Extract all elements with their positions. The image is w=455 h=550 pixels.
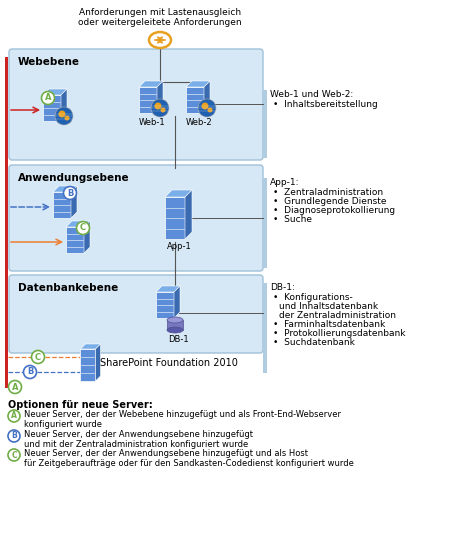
Circle shape xyxy=(64,116,69,120)
Circle shape xyxy=(76,222,89,234)
Text: Web-2: Web-2 xyxy=(185,118,212,127)
Text: B: B xyxy=(11,432,17,441)
Text: Webebene: Webebene xyxy=(18,57,80,67)
Text: und Inhaltsdatenbank: und Inhaltsdatenbank xyxy=(278,302,377,311)
Text: Web-1: Web-1 xyxy=(138,118,165,127)
Circle shape xyxy=(41,91,55,104)
Bar xyxy=(167,320,182,330)
Text: B: B xyxy=(27,367,33,377)
Text: A: A xyxy=(11,411,17,421)
FancyBboxPatch shape xyxy=(9,49,263,160)
Ellipse shape xyxy=(149,32,171,48)
Bar xyxy=(263,283,267,373)
Text: •  Grundlegende Dienste: • Grundlegende Dienste xyxy=(273,197,386,206)
Polygon shape xyxy=(174,286,180,318)
Text: Datenbankebene: Datenbankebene xyxy=(18,283,118,293)
Circle shape xyxy=(8,449,20,461)
Circle shape xyxy=(63,186,76,200)
FancyBboxPatch shape xyxy=(9,275,263,353)
Circle shape xyxy=(55,107,73,125)
Circle shape xyxy=(207,107,212,113)
Polygon shape xyxy=(81,344,100,349)
Bar xyxy=(81,349,95,381)
Text: App-1:: App-1: xyxy=(269,178,299,187)
Circle shape xyxy=(8,410,20,422)
Text: Anforderungen mit Lastenausgleich
oder weitergeleitete Anforderungen: Anforderungen mit Lastenausgleich oder w… xyxy=(78,8,241,28)
Polygon shape xyxy=(84,221,90,253)
Bar xyxy=(5,378,9,388)
Bar xyxy=(5,57,9,380)
Text: •  Suchdatenbank: • Suchdatenbank xyxy=(273,338,354,347)
Text: Neuer Server, der der Webebene hinzugefügt und als Front-End-Webserver
konfiguri: Neuer Server, der der Webebene hinzugefü… xyxy=(24,410,340,430)
Text: •  Farminhaltsdatenbank: • Farminhaltsdatenbank xyxy=(273,320,384,329)
Text: Anwendungsebene: Anwendungsebene xyxy=(18,173,129,183)
Bar xyxy=(43,95,61,121)
Polygon shape xyxy=(53,186,77,192)
Text: •  Zentraladministration: • Zentraladministration xyxy=(273,188,382,197)
Polygon shape xyxy=(157,81,162,113)
Bar xyxy=(139,87,157,113)
Text: DB-1:: DB-1: xyxy=(269,283,294,292)
Text: C: C xyxy=(35,353,41,361)
Ellipse shape xyxy=(167,317,182,323)
Circle shape xyxy=(201,102,208,109)
Text: •  Konfigurations-: • Konfigurations- xyxy=(273,293,352,302)
Bar xyxy=(263,90,267,158)
Text: •  Suche: • Suche xyxy=(273,215,311,224)
Text: DB-1: DB-1 xyxy=(167,335,188,344)
Text: App-1: App-1 xyxy=(166,242,191,251)
Circle shape xyxy=(197,99,216,117)
Bar xyxy=(66,227,84,253)
Circle shape xyxy=(31,350,45,364)
FancyBboxPatch shape xyxy=(9,165,263,271)
Text: •  Protokollierungsdatenbank: • Protokollierungsdatenbank xyxy=(273,329,404,338)
Polygon shape xyxy=(139,81,162,87)
Circle shape xyxy=(58,111,66,118)
Polygon shape xyxy=(203,81,210,113)
Circle shape xyxy=(24,366,36,378)
Polygon shape xyxy=(165,190,192,197)
Polygon shape xyxy=(71,186,77,218)
Bar xyxy=(165,197,185,239)
Polygon shape xyxy=(61,89,67,121)
Polygon shape xyxy=(66,221,90,227)
Circle shape xyxy=(9,381,21,393)
Text: A: A xyxy=(45,94,51,102)
Text: •  Diagnoseprotokollierung: • Diagnoseprotokollierung xyxy=(273,206,394,215)
Text: Neuer Server, der der Anwendungsebene hinzugefügt
und mit der Zentraladministrat: Neuer Server, der der Anwendungsebene hi… xyxy=(24,430,253,449)
Polygon shape xyxy=(95,344,100,381)
Polygon shape xyxy=(185,190,192,239)
Text: SharePoint Foundation 2010: SharePoint Foundation 2010 xyxy=(100,358,238,368)
Bar xyxy=(53,192,71,218)
Circle shape xyxy=(8,430,20,442)
Circle shape xyxy=(154,102,161,109)
Polygon shape xyxy=(186,81,210,87)
Text: Neuer Server, der der Anwendungsebene hinzugefügt und als Host
für Zeitgeberauft: Neuer Server, der der Anwendungsebene hi… xyxy=(24,449,353,469)
Text: B: B xyxy=(67,189,73,197)
Polygon shape xyxy=(43,89,67,95)
Circle shape xyxy=(160,107,165,113)
Bar xyxy=(156,292,174,318)
Bar xyxy=(263,178,267,268)
Text: Web-1 und Web-2:: Web-1 und Web-2: xyxy=(269,90,353,99)
Bar xyxy=(186,87,203,113)
Text: C: C xyxy=(80,223,86,233)
Text: •  Inhaltsbereitstellung: • Inhaltsbereitstellung xyxy=(273,100,377,109)
Text: Optionen für neue Server:: Optionen für neue Server: xyxy=(8,400,152,410)
Text: C: C xyxy=(11,450,17,459)
Ellipse shape xyxy=(167,327,182,333)
Polygon shape xyxy=(156,286,180,292)
Text: A: A xyxy=(12,382,18,392)
Circle shape xyxy=(151,99,169,117)
Text: der Zentraladministration: der Zentraladministration xyxy=(278,311,395,320)
